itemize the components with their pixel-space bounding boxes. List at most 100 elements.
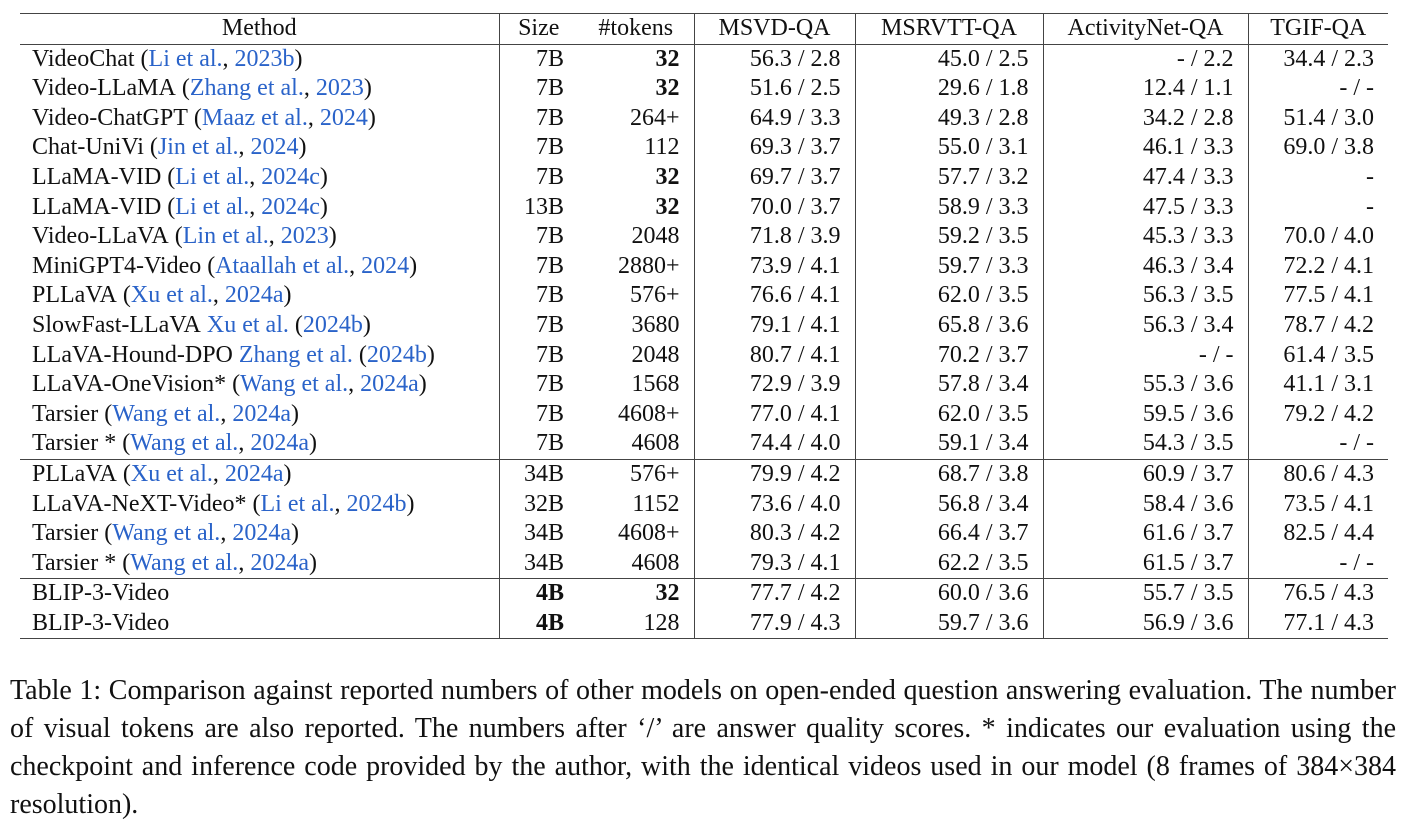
- citation-punct: (: [167, 163, 176, 190]
- citation-authors: Zhang et al.: [189, 75, 304, 102]
- citation: (Xu et al., 2024a): [123, 282, 292, 308]
- value-cell: - / -: [1247, 548, 1388, 579]
- citation-punct: ): [409, 252, 418, 279]
- column-header: MSRVTT-QA: [854, 13, 1043, 45]
- value-cell: 45.0 / 2.5: [854, 44, 1043, 75]
- citation: (Wang et al., 2024a): [122, 550, 317, 576]
- value-cell: 77.5 / 4.1: [1247, 281, 1388, 311]
- value-cell: 1568: [631, 371, 680, 398]
- citation-authors: Lin et al.: [182, 223, 269, 250]
- table-row: VideoChat (Li et al., 2023b) 7B 32 56.3 / 2.…: [20, 44, 1388, 75]
- citation-punct: (: [122, 282, 131, 309]
- value-cell: 7B: [498, 222, 578, 252]
- value-cell: 34B: [498, 458, 578, 490]
- value-cell: 34.2 / 2.8: [1042, 103, 1248, 134]
- citation: (Li et al., 2024c): [167, 194, 328, 220]
- citation-punct: ,: [303, 75, 316, 102]
- table-body: VideoChat (Li et al., 2023b) 7B 32 56.3 / 2.…: [20, 44, 1388, 639]
- citation: (Li et al., 2024c): [167, 164, 328, 190]
- citation-punct: (: [122, 430, 131, 457]
- method-name: LLaVA-Hound-DPO: [32, 341, 233, 368]
- table-row: Video-LLaVA (Lin et al., 2023) 7B 2048 71.8 …: [20, 222, 1388, 252]
- citation-authors: Wang et al.: [112, 520, 221, 547]
- value-cell: 34.4 / 2.3: [1247, 44, 1388, 75]
- citation-punct: (: [207, 252, 216, 279]
- citation-punct: ,: [249, 193, 262, 220]
- citation-punct: ,: [349, 252, 362, 279]
- method-name: BLIP-3-Video: [32, 580, 170, 607]
- citation: Xu et al. (2024b): [207, 312, 371, 338]
- method-name: Video-LLaVA: [32, 223, 169, 250]
- citation-authors: Wang et al.: [130, 430, 239, 457]
- citation-punct: ): [367, 104, 376, 131]
- value-cell: 112: [644, 134, 680, 161]
- citation-year: 2024: [361, 252, 410, 279]
- citation-authors: Ataallah et al.: [215, 252, 350, 279]
- citation-year: 2024b: [346, 490, 407, 517]
- value-cell: -: [1247, 192, 1388, 223]
- column-header: MSVD-QA: [693, 13, 855, 45]
- citation-year: 2024a: [250, 549, 309, 576]
- citation: (Wang et al., 2024a): [122, 430, 317, 456]
- method-cell: Tarsier (Wang et al., 2024a): [20, 519, 499, 549]
- value-cell: 77.7 / 4.2: [693, 578, 855, 609]
- citation-punct: ): [406, 490, 415, 517]
- value-cell: 79.2 / 4.2: [1247, 399, 1388, 430]
- header-row: Method Size #tokens MSVD-QA MSRVTT-QA Activit…: [20, 13, 1388, 45]
- value-cell: 7B: [498, 340, 578, 371]
- table-row: MiniGPT4-Video (Ataallah et al., 2024) 7B 2…: [20, 251, 1388, 282]
- value-cell: 32: [655, 163, 680, 190]
- value-cell: 62.0 / 3.5: [854, 281, 1043, 311]
- method-cell: MiniGPT4-Video (Ataallah et al., 2024): [20, 252, 499, 282]
- table-row: SlowFast-LLaVA Xu et al. (2024b) 7B 3680 79.1…: [20, 310, 1388, 341]
- value-cell: 73.5 / 4.1: [1247, 489, 1388, 520]
- table-row: Video-LLaMA (Zhang et al., 2023) 7B 32 51.6 …: [20, 74, 1388, 104]
- value-cell: 69.0 / 3.8: [1247, 133, 1388, 163]
- citation-authors: Li et al.: [148, 45, 223, 72]
- value-cell: 49.3 / 2.8: [854, 103, 1043, 134]
- value-cell: 576+: [629, 282, 680, 309]
- value-cell: 73.6 / 4.0: [693, 489, 855, 520]
- citation: (Jin et al., 2024): [150, 134, 307, 160]
- method-name: Video-LLaMA: [32, 75, 176, 102]
- citation-punct: (: [104, 400, 113, 427]
- value-cell: 3680: [631, 311, 680, 338]
- method-cell: LLaVA-Hound-DPO Zhang et al. (2024b): [20, 341, 499, 371]
- method-cell: Tarsier (Wang et al., 2024a): [20, 400, 499, 430]
- value-cell: 76.5 / 4.3: [1247, 578, 1388, 609]
- citation-punct: ): [418, 371, 427, 398]
- value-cell: 2048: [631, 223, 680, 250]
- method-name: Tarsier: [32, 520, 99, 547]
- table-row: PLLaVA (Xu et al., 2024a) 7B 576+ 76.6 / 4.1…: [20, 281, 1388, 311]
- table-row: Tarsier (Wang et al., 2024a) 7B 4608+ 77.0 /…: [20, 399, 1388, 430]
- citation-punct: ,: [220, 520, 233, 547]
- citation-punct: (: [252, 490, 261, 517]
- value-cell: 51.6 / 2.5: [693, 74, 855, 104]
- citation: (Li et al., 2024b): [253, 491, 415, 517]
- value-cell: 45.3 / 3.3: [1042, 222, 1248, 252]
- method-cell: Video-LLaMA (Zhang et al., 2023): [20, 74, 499, 104]
- citation-year: 2023: [315, 75, 364, 102]
- citation-punct: ,: [348, 371, 361, 398]
- citation-punct: ): [298, 134, 307, 161]
- citation-authors: Li et al.: [175, 163, 250, 190]
- value-cell: 46.3 / 3.4: [1042, 251, 1248, 282]
- citation-punct: ): [319, 163, 328, 190]
- citation-punct: ): [426, 341, 435, 368]
- column-header: #tokens: [578, 13, 694, 45]
- citation-year: 2023b: [234, 45, 295, 72]
- value-cell: 57.7 / 3.2: [854, 162, 1043, 193]
- value-cell: 7B: [498, 429, 578, 460]
- value-cell: 4B: [498, 608, 578, 639]
- table-row: LLaVA-NeXT-Video* (Li et al., 2024b) 32B 11…: [20, 489, 1388, 520]
- value-cell: - / -: [1042, 340, 1248, 371]
- citation-punct: ,: [268, 223, 281, 250]
- method-cell: Chat-UniVi (Jin et al., 2024): [20, 133, 499, 163]
- table-row: Video-ChatGPT (Maaz et al., 2024) 7B 264+ 64…: [20, 103, 1388, 134]
- method-name: LLaMA-VID: [32, 163, 162, 190]
- citation: Zhang et al. (2024b): [239, 342, 435, 368]
- citation-punct: ): [290, 400, 299, 427]
- method-name: PLLaVA: [32, 460, 117, 487]
- value-cell: 79.1 / 4.1: [693, 310, 855, 341]
